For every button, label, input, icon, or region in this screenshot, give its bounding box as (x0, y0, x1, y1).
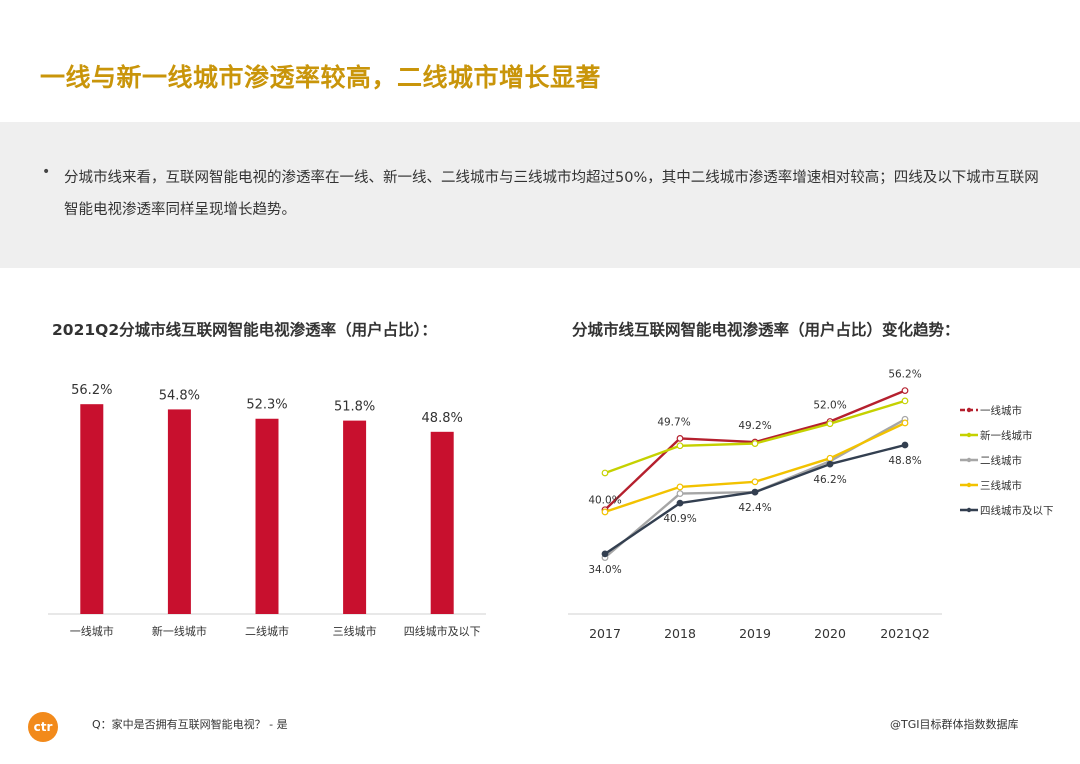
data-point (676, 483, 684, 491)
x-tick-label: 2019 (739, 626, 771, 641)
data-source: @TGI目标群体指数数据库 (890, 718, 1019, 731)
data-label: 34.0% (588, 564, 621, 576)
data-label: 49.2% (738, 420, 771, 432)
data-point (751, 478, 759, 486)
bar (167, 409, 191, 614)
x-tick-label: 2020 (814, 626, 846, 641)
data-point (676, 435, 684, 442)
data-label: 40.9% (663, 513, 696, 525)
data-label: 48.8% (888, 455, 921, 467)
bar (430, 431, 454, 614)
summary-panel (0, 122, 1080, 268)
x-tick-label: 2018 (664, 626, 696, 641)
legend-marker (966, 507, 972, 513)
x-tick-label: 2017 (589, 626, 621, 641)
bar (343, 420, 367, 614)
x-tick-label: 四线城市及以下 (404, 624, 481, 638)
data-point (901, 397, 909, 405)
bar (80, 404, 104, 614)
data-point (826, 420, 834, 428)
legend-marker (966, 407, 972, 413)
page-title: 一线与新一线城市渗透率较高，二线城市增长显著 (40, 63, 602, 92)
bar-value-label: 51.8% (334, 400, 375, 415)
data-point (901, 387, 909, 394)
data-point (901, 441, 909, 449)
data-point (901, 419, 909, 427)
series-line (604, 399, 906, 475)
bar-value-label: 54.8% (159, 388, 200, 403)
summary-text: 分城市线来看，互联网智能电视的渗透率在一线、新一线、二线城市与三线城市均超过50… (64, 170, 1039, 218)
bar-value-label: 48.8% (422, 411, 463, 426)
x-tick-label: 新一线城市 (152, 624, 207, 638)
legend-marker (966, 482, 972, 488)
data-point (676, 442, 684, 450)
data-point (751, 440, 759, 447)
data-label: 46.2% (813, 474, 846, 486)
data-label: 42.4% (738, 502, 771, 514)
ctr-logo: ctr (28, 712, 58, 742)
data-point (826, 454, 834, 462)
data-label: 52.0% (813, 399, 846, 411)
bar (255, 418, 279, 614)
bar-value-label: 52.3% (246, 398, 287, 413)
x-tick-label: 2021Q2 (880, 626, 930, 641)
data-point (601, 469, 609, 477)
survey-question: Q：家中是否拥有互联网智能电视？ - 是 (92, 718, 288, 731)
data-label: 40.0% (588, 495, 621, 507)
series-line (604, 443, 906, 555)
legend-marker (966, 457, 972, 463)
data-point (751, 488, 759, 496)
legend-label: 四线城市及以下 (980, 504, 1054, 517)
data-point (826, 460, 834, 468)
bar-value-label: 56.2% (71, 383, 112, 398)
legend-label: 一线城市 (980, 404, 1022, 417)
x-tick-label: 三线城市 (333, 624, 377, 638)
data-point (601, 508, 609, 516)
legend-label: 三线城市 (980, 479, 1022, 492)
legend-label: 新一线城市 (980, 429, 1033, 442)
data-label: 49.7% (657, 416, 690, 428)
bullet-icon: • (42, 164, 51, 180)
x-tick-label: 一线城市 (70, 624, 114, 638)
bar-chart-title: 2021Q2分城市线互联网智能电视渗透率（用户占比）： (52, 321, 437, 339)
legend-label: 二线城市 (980, 454, 1022, 467)
x-tick-label: 二线城市 (245, 624, 289, 638)
data-label: 56.2% (888, 369, 921, 381)
line-chart-title: 分城市线互联网智能电视渗透率（用户占比）变化趋势： (572, 321, 960, 339)
data-point (601, 550, 609, 558)
legend-marker (966, 432, 972, 438)
data-point (676, 499, 684, 507)
data-point (676, 490, 684, 497)
